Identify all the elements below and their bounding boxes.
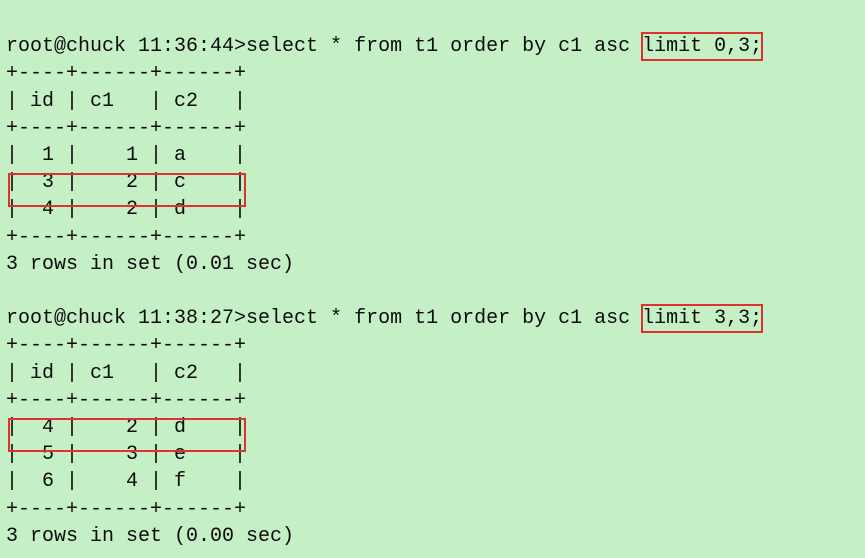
q1-row-2: | 4 | 2 | d | [6, 198, 246, 221]
q2-sql-pre: select * from t1 order by c1 asc [246, 307, 642, 330]
q1-row-0: | 1 | 1 | a | [6, 144, 246, 167]
q1-status: 3 rows in set (0.01 sec) [6, 253, 294, 276]
q2-row-1: | 5 | 3 | e | [6, 443, 246, 466]
q1-header: | id | c1 | c2 | [6, 90, 246, 113]
q2-div-top: +----+------+------+ [6, 334, 246, 357]
q2-header: | id | c1 | c2 | [6, 362, 246, 385]
q2-prompt: root@chuck 11:38:27> [6, 307, 246, 330]
q1-prompt: root@chuck 11:36:44> [6, 35, 246, 58]
q1-div-bot: +----+------+------+ [6, 226, 246, 249]
q2-row-2: | 6 | 4 | f | [6, 470, 246, 493]
q1-div-top: +----+------+------+ [6, 62, 246, 85]
terminal-output: root@chuck 11:36:44>select * from t1 ord… [0, 0, 865, 556]
q2-status: 3 rows in set (0.00 sec) [6, 525, 294, 548]
q1-row-1: | 3 | 2 | c | [6, 171, 246, 194]
q2-limit-highlight: limit 3,3; [642, 305, 762, 332]
q1-limit-highlight: limit 0,3; [642, 33, 762, 60]
q2-div-mid: +----+------+------+ [6, 389, 246, 412]
q2-div-bot: +----+------+------+ [6, 498, 246, 521]
q2-row-0: | 4 | 2 | d | [6, 416, 246, 439]
q1-div-mid: +----+------+------+ [6, 117, 246, 140]
q1-sql-pre: select * from t1 order by c1 asc [246, 35, 642, 58]
